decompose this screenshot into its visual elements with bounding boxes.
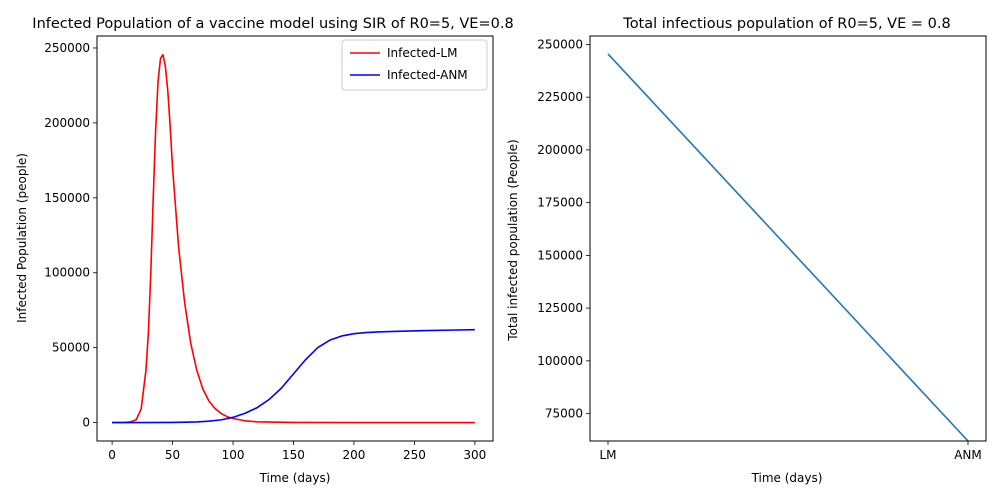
chart1-x-ticks: LM ANM: [599, 441, 982, 462]
y-tick-label: 125000: [537, 301, 583, 315]
chart1-series: [607, 53, 969, 442]
x-tick-label: 50: [165, 448, 180, 462]
infected-population-chart: Infected Population of a vaccine model u…: [15, 16, 514, 485]
y-tick-label: 175000: [537, 196, 583, 210]
x-tick-label: 300: [463, 448, 486, 462]
y-tick-label: 100000: [44, 266, 90, 280]
chart1-y-ticks: 75000 100000 125000 150000 175000 200000 22500…: [537, 37, 590, 421]
x-tick-label: 0: [108, 448, 116, 462]
x-tick-label: ANM: [954, 448, 982, 462]
x-tick-label: 250: [403, 448, 426, 462]
y-tick-label: 225000: [537, 90, 583, 104]
chart0-legend: Infected-LM Infected-ANM: [341, 39, 488, 91]
chart0-title: Infected Population of a vaccine model u…: [32, 16, 513, 32]
y-tick-label: 200000: [537, 143, 583, 157]
y-tick-label: 250000: [537, 37, 583, 51]
y-tick-label: 50000: [52, 341, 90, 355]
chart1-plot-frame: [589, 35, 987, 442]
chart1-y-axis-label: Total infected population (People): [506, 139, 520, 341]
chart0-plot-frame: [96, 35, 494, 442]
total-infectious-chart: Total infectious population of R0=5, VE …: [506, 16, 987, 485]
legend-label-infected-anm: Infected-ANM: [387, 68, 468, 82]
x-tick-label: 150: [282, 448, 305, 462]
chart0-y-ticks: 0 50000 100000 150000 200000 250000: [44, 41, 97, 430]
series-line-infected-anm: [112, 328, 475, 424]
chart0-x-axis-label: Time (days): [259, 471, 331, 485]
legend-label-infected-lm: Infected-LM: [387, 46, 457, 60]
y-tick-label: 200000: [44, 116, 90, 130]
y-tick-label: 100000: [537, 354, 583, 368]
series-line-infected-lm: [112, 53, 475, 424]
chart0-series: [112, 53, 475, 424]
x-tick-label: LM: [599, 448, 616, 462]
chart1-x-axis-label: Time (days): [751, 471, 823, 485]
chart0-y-axis-label: Infected Population (people): [15, 153, 29, 323]
chart0-x-ticks: 0 50 100 150 200 250 300: [108, 441, 486, 462]
y-tick-label: 150000: [537, 248, 583, 262]
x-tick-label: 100: [222, 448, 245, 462]
y-tick-label: 75000: [545, 407, 583, 421]
y-tick-label: 150000: [44, 191, 90, 205]
x-tick-label: 200: [342, 448, 365, 462]
y-tick-label: 250000: [44, 41, 90, 55]
series-line-total: [607, 53, 969, 442]
chart1-title: Total infectious population of R0=5, VE …: [622, 16, 950, 32]
y-tick-label: 0: [82, 416, 90, 430]
